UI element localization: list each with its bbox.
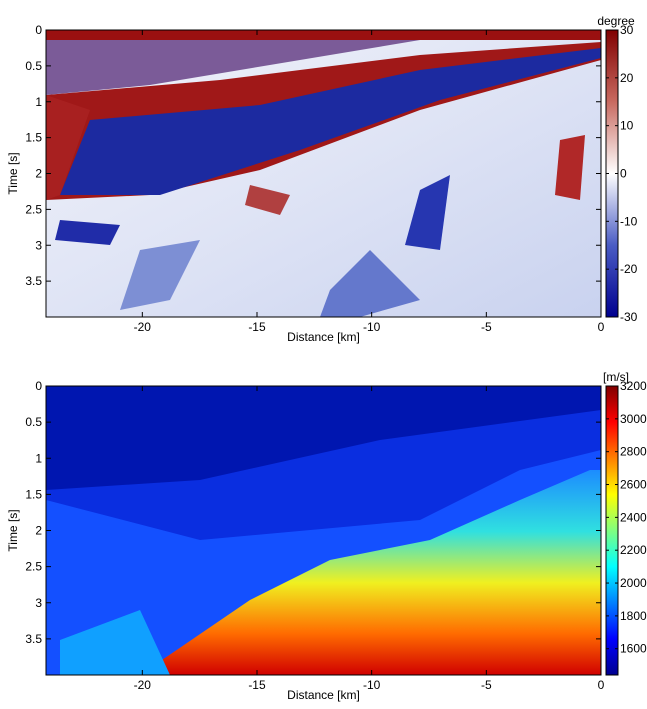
colorbar-tick-label: -10 <box>620 214 638 228</box>
colorbar-tick-label: 10 <box>620 119 634 133</box>
y-tick-label: 3.5 <box>25 274 42 288</box>
y-tick-label: 2 <box>35 167 42 181</box>
y-tick-label: 3 <box>35 596 42 610</box>
y-axis-label: Time [s] <box>6 152 20 194</box>
colorbar-tick-label: -20 <box>620 262 638 276</box>
x-tick-label: -20 <box>134 678 152 692</box>
x-axis-label: Distance [km] <box>287 330 360 344</box>
x-axis-label: Distance [km] <box>287 688 360 702</box>
y-tick-label: 2.5 <box>25 560 42 574</box>
colorbar-tick-label: 20 <box>620 71 634 85</box>
colorbar-tick-label: 2800 <box>620 445 647 459</box>
colorbar-tick-label: 0 <box>620 167 627 181</box>
angle-field <box>46 30 601 317</box>
y-tick-label: 1.5 <box>25 487 42 501</box>
colorbar <box>605 385 619 676</box>
y-tick-label: 0 <box>35 379 42 393</box>
colorbar-tick-label: 3000 <box>620 412 647 426</box>
velocity-field <box>46 386 601 675</box>
colorbar-label: degree <box>597 14 635 28</box>
x-tick-label: 0 <box>598 678 605 692</box>
colorbar-tick-label: 2400 <box>620 510 647 524</box>
y-tick-label: 3.5 <box>25 632 42 646</box>
x-tick-label: -10 <box>363 678 381 692</box>
colorbar-tick-label: 2000 <box>620 576 647 590</box>
x-tick-label: -15 <box>248 320 266 334</box>
y-tick-label: 0.5 <box>25 415 42 429</box>
colorbar-tick-label: 2600 <box>620 478 647 492</box>
y-tick-label: 1 <box>35 95 42 109</box>
y-axis-label: Time [s] <box>6 509 20 551</box>
y-tick-label: 0.5 <box>25 59 42 73</box>
y-tick-label: 3 <box>35 238 42 252</box>
y-tick-label: 1 <box>35 451 42 465</box>
colorbar-tick-label: 1800 <box>620 609 647 623</box>
y-tick-label: 2.5 <box>25 202 42 216</box>
y-tick-label: 0 <box>35 23 42 37</box>
x-tick-label: -20 <box>134 320 152 334</box>
x-tick-label: -10 <box>363 320 381 334</box>
x-tick-label: -15 <box>248 678 266 692</box>
x-tick-label: 0 <box>598 320 605 334</box>
y-tick-label: 1.5 <box>25 131 42 145</box>
colorbar-tick-label: 2200 <box>620 543 647 557</box>
x-tick-label: -5 <box>481 320 492 334</box>
x-tick-label: -5 <box>481 678 492 692</box>
colorbar-label: [m/s] <box>603 370 629 384</box>
colorbar-tick-label: -30 <box>620 310 638 324</box>
colorbar-tick-label: 1600 <box>620 642 647 656</box>
colorbar-tick-label: 30 <box>620 23 634 37</box>
y-tick-label: 2 <box>35 524 42 538</box>
colorbar-tick-label: 3200 <box>620 379 647 393</box>
